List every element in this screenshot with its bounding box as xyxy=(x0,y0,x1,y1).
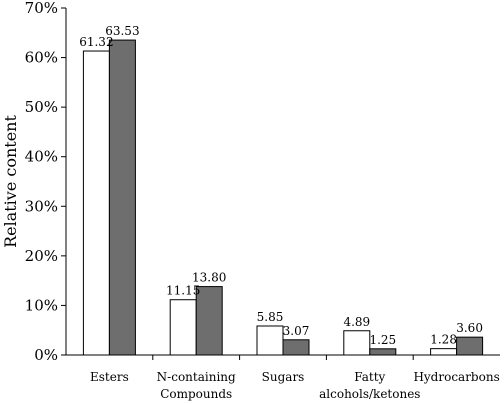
y-tick-label: 60% xyxy=(25,49,58,67)
x-category-label: Esters xyxy=(90,370,129,384)
y-tick-label: 20% xyxy=(25,247,58,265)
data-label: 3.60 xyxy=(456,321,483,335)
data-label: 5.85 xyxy=(257,310,284,324)
y-tick-label: 70% xyxy=(25,0,58,17)
y-tick-label: 30% xyxy=(25,197,58,215)
bar-gray xyxy=(282,339,310,356)
bar-white xyxy=(256,325,284,356)
x-category-label: Hydrocarbons xyxy=(413,370,499,384)
bars-layer xyxy=(82,39,484,356)
bar-white xyxy=(343,330,371,356)
y-axis-title: Relative content xyxy=(1,115,20,248)
y-tick-label: 10% xyxy=(25,296,58,314)
y-tick-label: 50% xyxy=(25,98,58,116)
data-label: 1.25 xyxy=(369,333,396,347)
bar-white xyxy=(82,50,110,356)
data-label: 4.89 xyxy=(343,315,370,329)
bar-white xyxy=(430,348,458,356)
x-category-label: Compounds xyxy=(160,387,232,401)
bar-gray xyxy=(369,348,397,356)
x-category-label: Sugars xyxy=(262,370,305,384)
data-label: 1.28 xyxy=(430,333,457,347)
bar-gray xyxy=(108,39,136,356)
axes-layer xyxy=(61,7,500,360)
data-label: 63.53 xyxy=(105,24,139,38)
data-label: 13.80 xyxy=(192,271,226,285)
data-label: 11.15 xyxy=(166,284,200,298)
data-label: 61.32 xyxy=(79,35,113,49)
bar-gray xyxy=(195,286,223,356)
bar-gray xyxy=(456,336,484,356)
bar-white xyxy=(169,299,197,356)
y-tick-label: 40% xyxy=(25,148,58,166)
data-label: 3.07 xyxy=(283,324,310,338)
y-tick-label: 0% xyxy=(34,346,58,364)
x-category-label: N-containing xyxy=(157,370,236,384)
x-category-label: Fatty xyxy=(354,370,385,384)
x-category-label: alcohols/ketones xyxy=(319,387,420,401)
